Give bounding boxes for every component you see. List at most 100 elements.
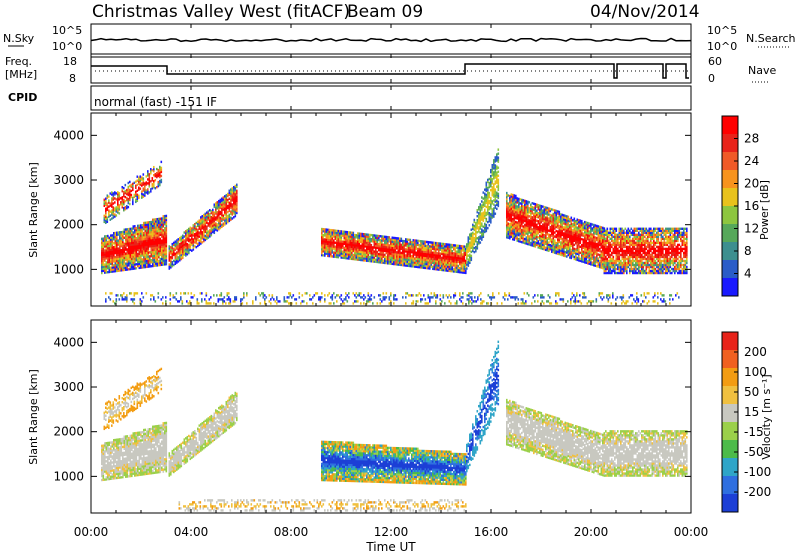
heatmap-cell bbox=[557, 230, 559, 232]
heatmap-cell bbox=[532, 206, 534, 208]
heatmap-cell bbox=[170, 246, 172, 248]
heatmap-cell bbox=[611, 258, 613, 260]
heatmap-cell bbox=[474, 247, 476, 249]
heatmap-cell bbox=[447, 243, 449, 245]
heatmap-cell bbox=[150, 168, 152, 170]
heatmap-cell bbox=[220, 199, 222, 201]
heatmap-cell bbox=[596, 265, 598, 267]
date-label: 04/Nov/2014 bbox=[590, 2, 700, 22]
heatmap-cell bbox=[547, 207, 549, 209]
heatmap-cell bbox=[538, 226, 540, 228]
heatmap-cell bbox=[208, 230, 210, 232]
heatmap-cell bbox=[559, 225, 561, 227]
heatmap-cell bbox=[103, 237, 105, 239]
heatmap-cell bbox=[114, 197, 116, 199]
heatmap-cell bbox=[135, 185, 137, 187]
heatmap-cell bbox=[489, 200, 491, 202]
heatmap-cell bbox=[492, 208, 494, 210]
power-heatmap bbox=[101, 148, 688, 304]
heatmap-cell bbox=[163, 215, 165, 217]
heatmap-cell bbox=[161, 175, 163, 177]
heatmap-cell bbox=[489, 192, 491, 194]
heatmap-cell bbox=[496, 192, 498, 194]
heatmap-cell bbox=[164, 215, 166, 217]
heatmap-cell bbox=[120, 201, 122, 203]
heatmap-cell bbox=[131, 184, 133, 186]
heatmap-cell bbox=[230, 217, 232, 219]
heatmap-cell bbox=[401, 238, 403, 240]
heatmap-cell bbox=[188, 228, 190, 230]
heatmap-cell bbox=[170, 256, 172, 258]
heatmap-cell bbox=[551, 208, 553, 210]
heatmap-cell bbox=[490, 189, 492, 191]
heatmap-cell bbox=[202, 215, 204, 217]
heatmap-cell bbox=[581, 244, 583, 246]
heatmap-cell bbox=[496, 165, 498, 167]
heatmap-cell bbox=[489, 206, 491, 208]
heatmap-cell bbox=[152, 183, 154, 185]
heatmap-cell bbox=[542, 209, 544, 211]
heatmap-cell bbox=[610, 238, 612, 240]
heatmap-cell bbox=[405, 248, 407, 250]
heatmap-cell bbox=[160, 218, 162, 220]
heatmap-cell bbox=[521, 241, 523, 243]
heatmap-cell bbox=[150, 188, 152, 190]
heatmap-cell bbox=[486, 182, 488, 184]
heatmap-cell bbox=[211, 216, 213, 218]
heatmap-cell bbox=[368, 234, 370, 236]
heatmap-cell bbox=[221, 224, 223, 226]
heatmap-cell bbox=[197, 243, 199, 245]
heatmap-cell bbox=[127, 248, 129, 250]
heatmap-cell bbox=[220, 211, 222, 213]
heatmap-cell bbox=[550, 214, 552, 216]
heatmap-cell bbox=[574, 244, 576, 246]
heatmap-cell bbox=[581, 238, 583, 240]
heatmap-cell bbox=[529, 235, 531, 237]
heatmap-cell bbox=[554, 239, 556, 241]
heatmap-cell bbox=[613, 240, 615, 242]
heatmap-cell bbox=[233, 216, 235, 218]
heatmap-cell bbox=[115, 256, 117, 258]
heatmap-cell bbox=[119, 212, 121, 214]
heatmap-cell bbox=[483, 211, 485, 213]
heatmap-cell bbox=[607, 228, 609, 230]
heatmap-cell bbox=[550, 234, 552, 236]
heatmap-cell bbox=[508, 202, 510, 204]
heatmap-cell bbox=[480, 231, 482, 233]
heatmap-cell bbox=[383, 235, 385, 237]
heatmap-cell bbox=[550, 208, 552, 210]
heatmap-cell bbox=[128, 186, 130, 188]
heatmap-cell bbox=[483, 191, 485, 193]
heatmap-cell bbox=[495, 204, 497, 206]
heatmap-cell bbox=[568, 216, 570, 218]
heatmap-cell bbox=[230, 188, 232, 190]
heatmap-cell bbox=[148, 221, 150, 223]
heatmap-cell bbox=[495, 164, 497, 166]
heatmap-cell bbox=[377, 251, 379, 253]
heatmap-cell bbox=[604, 236, 606, 238]
heatmap-cell bbox=[110, 234, 112, 236]
heatmap-cell bbox=[556, 230, 558, 232]
heatmap-cell bbox=[533, 213, 535, 215]
heatmap-cell bbox=[472, 224, 474, 226]
heatmap-cell bbox=[401, 252, 403, 254]
heatmap-cell bbox=[389, 236, 391, 238]
beam-label: Beam 09 bbox=[347, 2, 423, 22]
heatmap-cell bbox=[336, 230, 338, 232]
heatmap-cell bbox=[107, 241, 109, 243]
heatmap-cell bbox=[492, 186, 494, 188]
heatmap-cell bbox=[496, 208, 498, 210]
heatmap-cell bbox=[205, 235, 207, 237]
heatmap-cell bbox=[176, 239, 178, 241]
heatmap-cell bbox=[359, 232, 361, 234]
heatmap-cell bbox=[161, 179, 163, 181]
heatmap-cell bbox=[118, 239, 120, 241]
heatmap-cell bbox=[129, 181, 131, 183]
heatmap-cell bbox=[438, 242, 440, 244]
heatmap-cell bbox=[474, 225, 476, 227]
heatmap-cell bbox=[614, 260, 616, 262]
heatmap-cell bbox=[581, 220, 583, 222]
heatmap-cell bbox=[493, 171, 495, 173]
heatmap-cell bbox=[515, 221, 517, 223]
heatmap-cell bbox=[483, 197, 485, 199]
